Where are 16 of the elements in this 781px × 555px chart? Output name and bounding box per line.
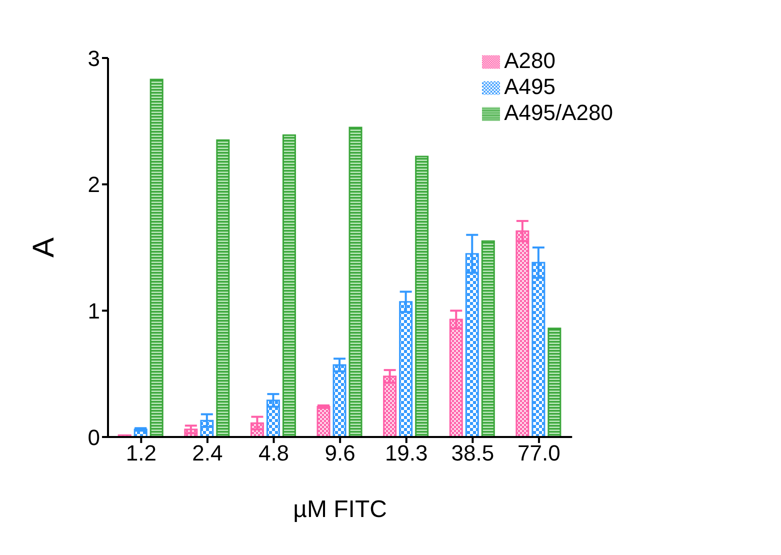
x-tick-label: 77.0 — [518, 440, 560, 466]
legend-label: A280 — [504, 48, 556, 73]
y-tick-label: 3 — [88, 46, 100, 71]
x-tick-label: 4.8 — [258, 440, 290, 466]
x-tick-label: 9.6 — [324, 440, 356, 466]
y-tick-label: 0 — [88, 424, 100, 450]
legend-label: A495 — [504, 74, 556, 99]
x-tick-label: 19.3 — [384, 440, 428, 466]
y-axis-title: A — [28, 237, 61, 258]
legend-label: A495/A280 — [504, 100, 613, 125]
y-tick-label: 2 — [88, 172, 100, 198]
x-tick-label: 1.2 — [126, 440, 156, 466]
x-tick-label: 2.4 — [192, 440, 223, 466]
y-tick-label: 1 — [88, 298, 100, 324]
x-tick-label: 38.5 — [451, 440, 494, 466]
x-axis-title: µM FITC — [293, 496, 387, 523]
